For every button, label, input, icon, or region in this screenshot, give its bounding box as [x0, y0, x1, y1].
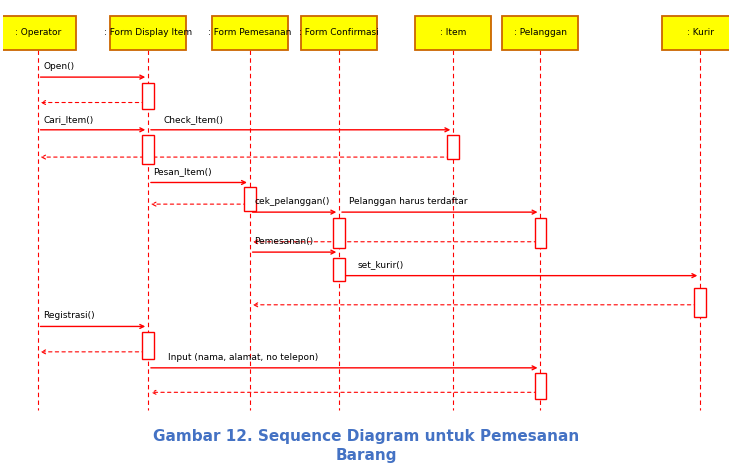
Text: : Pelanggan: : Pelanggan — [514, 29, 567, 38]
Text: Input (nama, alamat, no telepon): Input (nama, alamat, no telepon) — [168, 353, 318, 362]
Text: Check_Item(): Check_Item() — [163, 115, 223, 124]
Text: Pesan_Item(): Pesan_Item() — [153, 168, 212, 177]
Text: Pemesanan(): Pemesanan() — [254, 237, 313, 246]
Text: set_kurir(): set_kurir() — [357, 260, 403, 269]
Bar — [333, 218, 345, 248]
Bar — [534, 218, 546, 248]
Text: Cari_Item(): Cari_Item() — [43, 115, 94, 124]
Text: : Form Confirmasi: : Form Confirmasi — [299, 29, 379, 38]
Text: Open(): Open() — [43, 62, 74, 71]
Text: Barang: Barang — [335, 448, 397, 463]
Bar — [447, 136, 459, 159]
Text: : Form Display Item: : Form Display Item — [104, 29, 192, 38]
Bar — [502, 16, 578, 50]
Bar — [301, 16, 377, 50]
Text: Pelanggan harus terdaftar: Pelanggan harus terdaftar — [349, 197, 468, 206]
Bar — [333, 258, 345, 281]
Bar — [110, 16, 186, 50]
Bar — [142, 83, 154, 109]
Text: Gambar 12. Sequence Diagram untuk Pemesanan: Gambar 12. Sequence Diagram untuk Pemesa… — [153, 429, 579, 444]
Bar — [662, 16, 732, 50]
Bar — [0, 16, 76, 50]
Bar — [212, 16, 288, 50]
Text: cek_pelanggan(): cek_pelanggan() — [254, 197, 329, 206]
Bar — [695, 288, 706, 317]
Text: : Item: : Item — [440, 29, 466, 38]
Text: : Operator: : Operator — [15, 29, 61, 38]
Text: Registrasi(): Registrasi() — [43, 311, 94, 320]
Bar — [534, 374, 546, 399]
Bar — [244, 187, 255, 211]
Bar — [142, 332, 154, 359]
Bar — [415, 16, 491, 50]
Text: : Form Pemesanan: : Form Pemesanan — [208, 29, 291, 38]
Bar — [142, 136, 154, 164]
Text: : Kurir: : Kurir — [687, 29, 714, 38]
